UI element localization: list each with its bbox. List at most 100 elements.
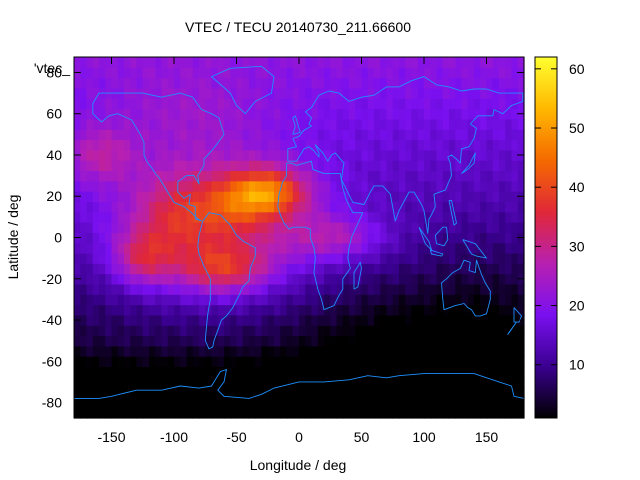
- heatmap-cell: [355, 87, 363, 99]
- heatmap-cell: [374, 98, 381, 110]
- heatmap-cell: [80, 118, 88, 130]
- heatmap-cell: [180, 397, 188, 409]
- coastline: [448, 199, 457, 226]
- heatmap-cell: [411, 242, 419, 254]
- heatmap-cell: [511, 273, 519, 285]
- heatmap-cell: [211, 335, 219, 347]
- heatmap-cell: [380, 67, 388, 79]
- heatmap-cell: [292, 87, 300, 99]
- heatmap-cell: [217, 98, 225, 110]
- heatmap-cell: [255, 180, 263, 192]
- heatmap-cell: [324, 160, 331, 172]
- heatmap-cell: [480, 149, 488, 161]
- heatmap-cell: [355, 294, 363, 306]
- heatmap-cell: [505, 242, 513, 254]
- heatmap-cell: [155, 252, 163, 264]
- heatmap-cell: [455, 118, 463, 130]
- heatmap-cell: [399, 149, 406, 161]
- heatmap-cell: [180, 180, 188, 192]
- heatmap-cell: [305, 129, 313, 141]
- heatmap-cell: [111, 294, 119, 306]
- heatmap-cell: [211, 108, 219, 120]
- heatmap-cell: [474, 314, 481, 326]
- heatmap-cell: [286, 294, 294, 306]
- heatmap-cell: [242, 222, 250, 233]
- heatmap-cell: [330, 407, 338, 419]
- heatmap-cell: [255, 211, 263, 223]
- heatmap-cell: [167, 304, 175, 316]
- heatmap-cell: [149, 98, 156, 110]
- heatmap-cell: [224, 232, 231, 244]
- heatmap-cell: [480, 242, 488, 254]
- heatmap-cell: [336, 77, 344, 89]
- heatmap-cell: [274, 366, 281, 378]
- heatmap-cell: [505, 67, 513, 79]
- heatmap-cell: [392, 232, 400, 244]
- heatmap-cell: [236, 283, 244, 295]
- heatmap-cell: [317, 108, 325, 120]
- heatmap-cell: [130, 191, 138, 202]
- heatmap-cell: [124, 304, 131, 316]
- heatmap-cell: [211, 139, 219, 151]
- heatmap-cell: [80, 356, 88, 368]
- heatmap-cell: [424, 407, 431, 419]
- coastline: [513, 307, 522, 323]
- heatmap-cell: [92, 87, 100, 99]
- heatmap-cell: [186, 139, 194, 151]
- heatmap-cell: [130, 366, 138, 378]
- heatmap-cell: [317, 87, 325, 99]
- heatmap-cell: [317, 191, 325, 202]
- heatmap-cell: [92, 232, 100, 244]
- heatmap-cell: [149, 397, 156, 409]
- heatmap-cell: [92, 170, 100, 182]
- heatmap-cell: [474, 139, 481, 151]
- heatmap-cell: [380, 376, 388, 388]
- heatmap-cell: [249, 314, 256, 326]
- heatmap-cell: [480, 57, 488, 68]
- heatmap-cell: [442, 57, 450, 68]
- heatmap-cell: [361, 139, 369, 151]
- heatmap-cell: [174, 98, 181, 110]
- heatmap-cell: [511, 356, 519, 368]
- heatmap-cell: [86, 283, 94, 295]
- heatmap-cell: [124, 118, 131, 130]
- heatmap-cell: [149, 304, 156, 316]
- heatmap-cell: [155, 108, 163, 120]
- heatmap-cell: [405, 345, 413, 357]
- heatmap-cell: [392, 407, 400, 419]
- heatmap-cell: [361, 325, 369, 337]
- heatmap-cell: [199, 325, 206, 337]
- heatmap-cell: [305, 335, 313, 347]
- heatmap-cell: [330, 356, 338, 368]
- heatmap-cell: [92, 180, 100, 192]
- heatmap-cell: [492, 356, 500, 368]
- heatmap-cell: [130, 273, 138, 285]
- heatmap-cell: [217, 180, 225, 192]
- heatmap-cell: [430, 191, 438, 202]
- heatmap-cell: [442, 170, 450, 182]
- heatmap-cell: [242, 98, 250, 110]
- heatmap-cell: [361, 201, 369, 213]
- heatmap-cell: [499, 273, 506, 285]
- heatmap-cell: [392, 294, 400, 306]
- heatmap-cell: [374, 232, 381, 244]
- heatmap-cell: [317, 366, 325, 378]
- heatmap-cell: [442, 304, 450, 316]
- heatmap-cell: [392, 222, 400, 233]
- heatmap-cell: [449, 108, 456, 120]
- coastlines: [74, 65, 525, 399]
- heatmap-cell: [430, 118, 438, 130]
- heatmap-cell: [286, 356, 294, 368]
- heatmap-cell: [224, 294, 231, 306]
- heatmap-cell: [161, 397, 169, 409]
- heatmap-cell: [274, 129, 281, 141]
- coastline: [74, 369, 525, 399]
- heatmap-cell: [492, 170, 500, 182]
- heatmap-cell: [167, 232, 175, 244]
- heatmap-cell: [105, 108, 113, 120]
- heatmap-cell: [355, 77, 363, 89]
- heatmap-cell: [224, 67, 231, 79]
- heatmap-cell: [336, 273, 344, 285]
- heatmap-cell: [80, 170, 88, 182]
- heatmap-cell: [255, 77, 263, 89]
